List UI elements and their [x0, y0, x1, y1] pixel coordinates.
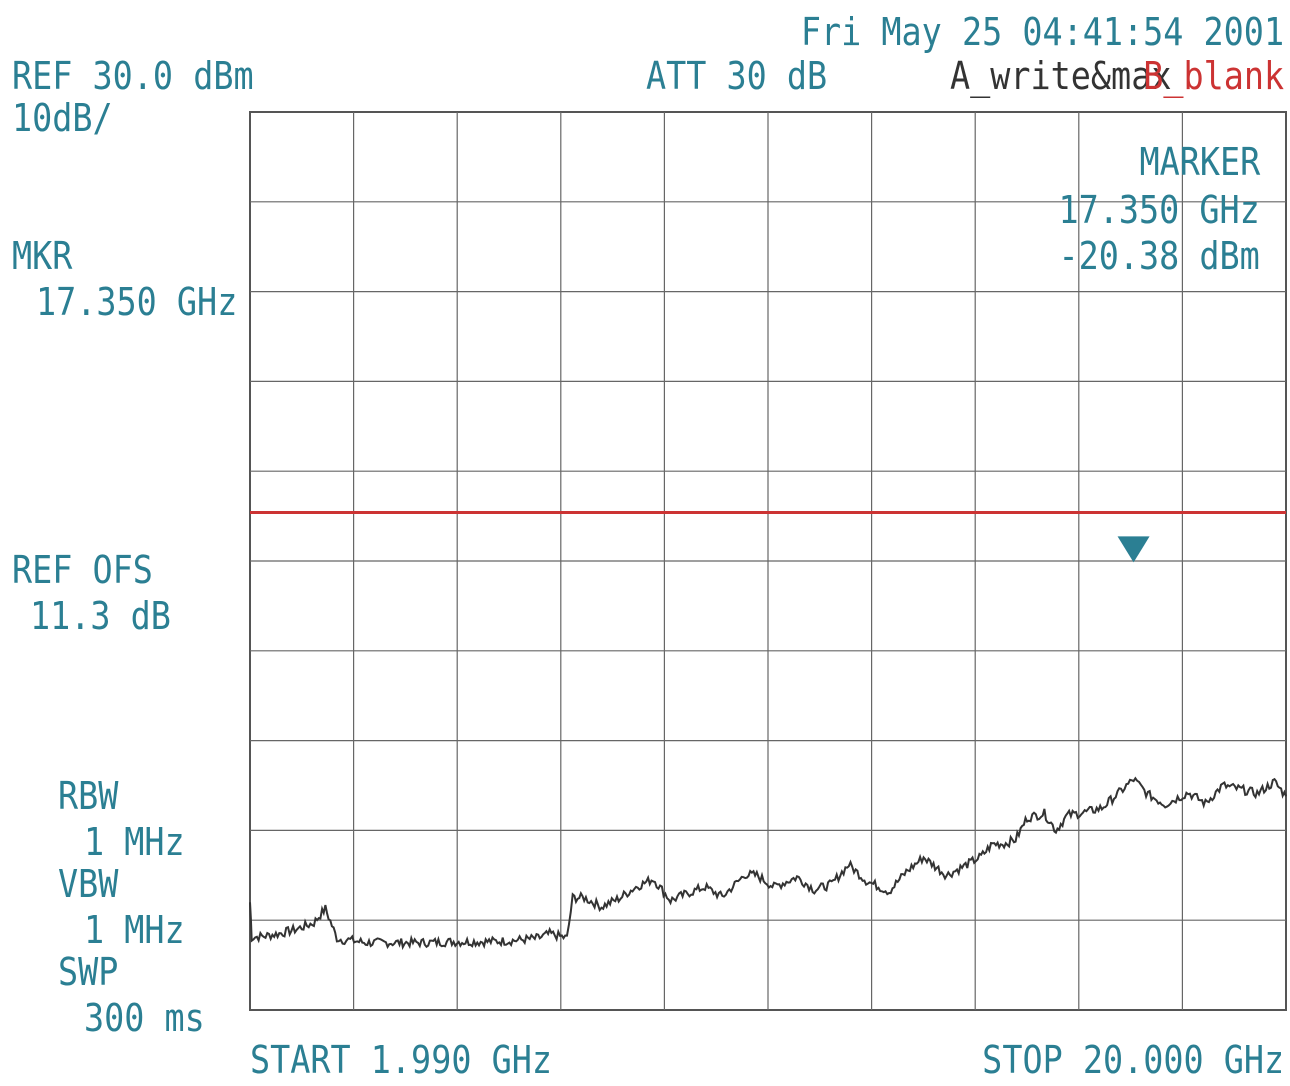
timestamp: Fri May 25 04:41:54 2001 [800, 10, 1284, 54]
mkr-label: MKR [12, 234, 73, 278]
ref-ofs-value: 11.3 dB [30, 594, 171, 638]
marker-level: -20.38 dBm [1058, 234, 1260, 278]
trace-a-line [249, 776, 1287, 951]
trace-a-mode: A_write&max [950, 54, 1172, 98]
ref-level: REF 30.0 dBm [12, 54, 254, 98]
stop-frequency: STOP 20.000 GHz [982, 1038, 1284, 1082]
swp-label: SWP [58, 950, 119, 994]
vbw-value: 1 MHz [84, 908, 185, 952]
ref-ofs-label: REF OFS [12, 548, 153, 592]
vbw-label: VBW [58, 862, 119, 906]
grid [250, 112, 1286, 1010]
rbw-label: RBW [58, 774, 119, 818]
marker-triangle-icon[interactable] [1117, 536, 1150, 563]
marker-freq: 17.350 GHz [1058, 188, 1260, 232]
mkr-freq: 17.350 GHz [36, 280, 238, 324]
scale-per-div: 10dB/ [12, 96, 113, 140]
attenuation: ATT 30 dB [646, 54, 828, 98]
trace-b-mode: B_blank [1143, 54, 1284, 98]
marker-title: MARKER [1139, 140, 1260, 184]
swp-value: 300 ms [84, 996, 205, 1040]
start-frequency: START 1.990 GHz [250, 1038, 552, 1082]
rbw-value: 1 MHz [84, 820, 185, 864]
